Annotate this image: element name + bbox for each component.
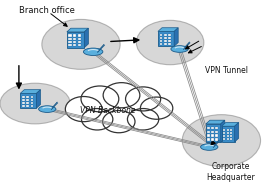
- Bar: [160, 40, 162, 42]
- Ellipse shape: [182, 115, 261, 166]
- Bar: [168, 37, 171, 39]
- Bar: [223, 132, 225, 134]
- Bar: [208, 127, 210, 129]
- Bar: [208, 134, 210, 137]
- Text: Branch office: Branch office: [19, 7, 75, 16]
- Bar: [73, 34, 76, 37]
- Bar: [22, 96, 25, 98]
- Bar: [78, 44, 81, 46]
- Bar: [31, 96, 33, 98]
- Bar: [168, 34, 171, 36]
- Bar: [160, 34, 162, 36]
- Bar: [78, 41, 81, 43]
- Ellipse shape: [201, 144, 218, 150]
- Bar: [26, 102, 29, 104]
- Bar: [230, 138, 232, 140]
- Circle shape: [82, 108, 113, 130]
- Bar: [215, 131, 218, 133]
- Text: VPN Tunnel: VPN Tunnel: [205, 66, 248, 75]
- Bar: [211, 131, 214, 133]
- Bar: [230, 129, 232, 131]
- Bar: [208, 138, 210, 141]
- Bar: [211, 127, 214, 129]
- Ellipse shape: [136, 20, 204, 65]
- Polygon shape: [84, 28, 89, 48]
- Bar: [227, 132, 229, 134]
- Ellipse shape: [83, 48, 103, 56]
- Bar: [208, 131, 210, 133]
- Bar: [230, 132, 232, 134]
- Polygon shape: [221, 120, 225, 142]
- Bar: [22, 105, 25, 107]
- Bar: [230, 135, 232, 137]
- Bar: [22, 102, 25, 104]
- Circle shape: [65, 96, 102, 122]
- Circle shape: [140, 97, 173, 119]
- Bar: [20, 93, 36, 108]
- Bar: [31, 99, 33, 101]
- Bar: [164, 37, 167, 39]
- Bar: [73, 38, 76, 40]
- Bar: [31, 105, 33, 107]
- Bar: [227, 129, 229, 131]
- Bar: [223, 135, 225, 137]
- Circle shape: [94, 92, 143, 126]
- Circle shape: [126, 87, 161, 111]
- Bar: [223, 129, 225, 131]
- Bar: [215, 127, 218, 129]
- Bar: [26, 99, 29, 101]
- Ellipse shape: [0, 83, 70, 124]
- Bar: [73, 44, 76, 46]
- Bar: [164, 34, 167, 36]
- Polygon shape: [174, 28, 178, 46]
- Polygon shape: [67, 28, 89, 32]
- Polygon shape: [20, 90, 40, 93]
- Bar: [222, 126, 235, 142]
- Polygon shape: [158, 28, 178, 31]
- Polygon shape: [235, 122, 239, 142]
- Circle shape: [103, 111, 135, 133]
- Bar: [164, 43, 167, 45]
- Ellipse shape: [39, 106, 56, 112]
- Polygon shape: [206, 120, 225, 124]
- Bar: [22, 99, 25, 101]
- Bar: [215, 138, 218, 141]
- Circle shape: [81, 86, 119, 112]
- Bar: [68, 44, 72, 46]
- Bar: [168, 43, 171, 45]
- Circle shape: [127, 108, 159, 130]
- Bar: [78, 34, 81, 37]
- Circle shape: [103, 83, 140, 108]
- Bar: [211, 138, 214, 141]
- Bar: [68, 34, 72, 37]
- Bar: [168, 40, 171, 42]
- Bar: [73, 41, 76, 43]
- Polygon shape: [36, 90, 40, 108]
- Ellipse shape: [42, 19, 120, 69]
- Bar: [223, 138, 225, 140]
- Bar: [158, 31, 174, 46]
- Bar: [227, 135, 229, 137]
- Bar: [26, 96, 29, 98]
- Bar: [67, 32, 84, 48]
- Bar: [26, 105, 29, 107]
- Bar: [68, 41, 72, 43]
- Ellipse shape: [171, 46, 188, 52]
- Bar: [78, 38, 81, 40]
- Bar: [68, 38, 72, 40]
- Bar: [215, 134, 218, 137]
- Text: VPN Backbone: VPN Backbone: [80, 106, 136, 115]
- Bar: [211, 134, 214, 137]
- Bar: [31, 102, 33, 104]
- Bar: [227, 138, 229, 140]
- Polygon shape: [222, 122, 239, 126]
- Bar: [164, 40, 167, 42]
- Bar: [160, 43, 162, 45]
- Bar: [206, 124, 221, 142]
- Bar: [160, 37, 162, 39]
- Text: Corporate
Headquarter: Corporate Headquarter: [207, 162, 255, 182]
